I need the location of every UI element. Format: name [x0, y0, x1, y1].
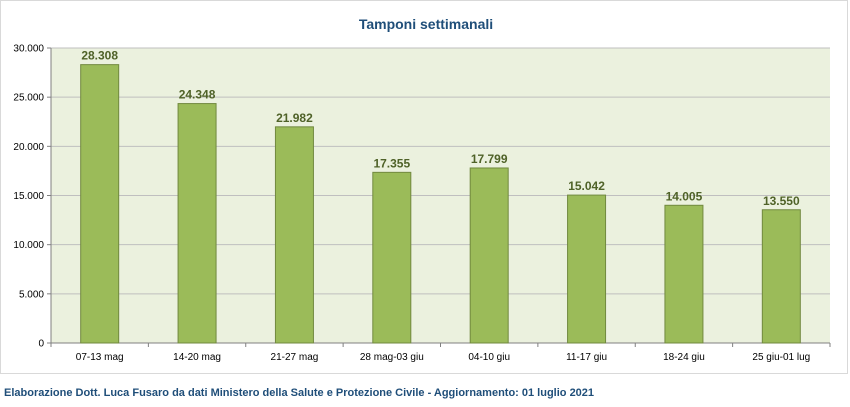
bar-value-label: 17.355 — [373, 156, 410, 170]
y-tick-label: 0 — [38, 339, 44, 350]
x-tick-label: 18-24 giu — [663, 352, 705, 363]
y-tick-label: 5.000 — [19, 289, 44, 300]
bar — [372, 171, 412, 344]
chart-frame: Tamponi settimanali 0 5.000 10.000 15.000 20… — [0, 0, 848, 374]
bar — [274, 126, 314, 344]
bar — [177, 103, 217, 344]
x-tick-label: 21-27 mag — [271, 352, 319, 363]
source-note: Elaborazione Dott. Luca Fusaro da dati M… — [4, 387, 595, 399]
y-tick-label: 15.000 — [13, 191, 44, 202]
bar — [80, 64, 120, 344]
chart-title: Tamponi settimanali — [359, 16, 493, 32]
bar — [469, 167, 509, 344]
data-labels: 28.308 24.348 21.982 17.355 17.799 15.042 14.0… — [81, 49, 800, 208]
bar-value-label: 17.799 — [471, 152, 508, 166]
bar-value-label: 14.005 — [666, 189, 703, 203]
bar-value-label: 13.550 — [763, 194, 800, 208]
x-tick-label: 11-17 giu — [566, 352, 607, 363]
bars — [80, 64, 801, 344]
bar — [664, 204, 704, 344]
x-tick-label: 04-10 giu — [468, 352, 510, 363]
bar-value-label: 15.042 — [568, 179, 605, 193]
bar-chart: Tamponi settimanali 0 5.000 10.000 15.000 20… — [13, 16, 831, 363]
bar — [567, 194, 607, 344]
bar-value-label: 24.348 — [179, 88, 216, 102]
bar-value-label: 21.982 — [276, 111, 313, 125]
y-tick-label: 20.000 — [13, 142, 44, 153]
bar-value-label: 28.308 — [81, 49, 118, 63]
y-tick-label: 10.000 — [13, 240, 44, 251]
x-tick-label: 28 mag-03 giu — [360, 352, 424, 363]
x-tick-label: 25 giu-01 lug — [752, 352, 810, 363]
y-tick-label: 30.000 — [13, 44, 44, 55]
x-tick-label: 14-20 mag — [173, 352, 221, 363]
bar — [761, 209, 801, 344]
y-tick-label: 25.000 — [13, 93, 44, 104]
x-tick-label: 07-13 mag — [76, 352, 124, 363]
